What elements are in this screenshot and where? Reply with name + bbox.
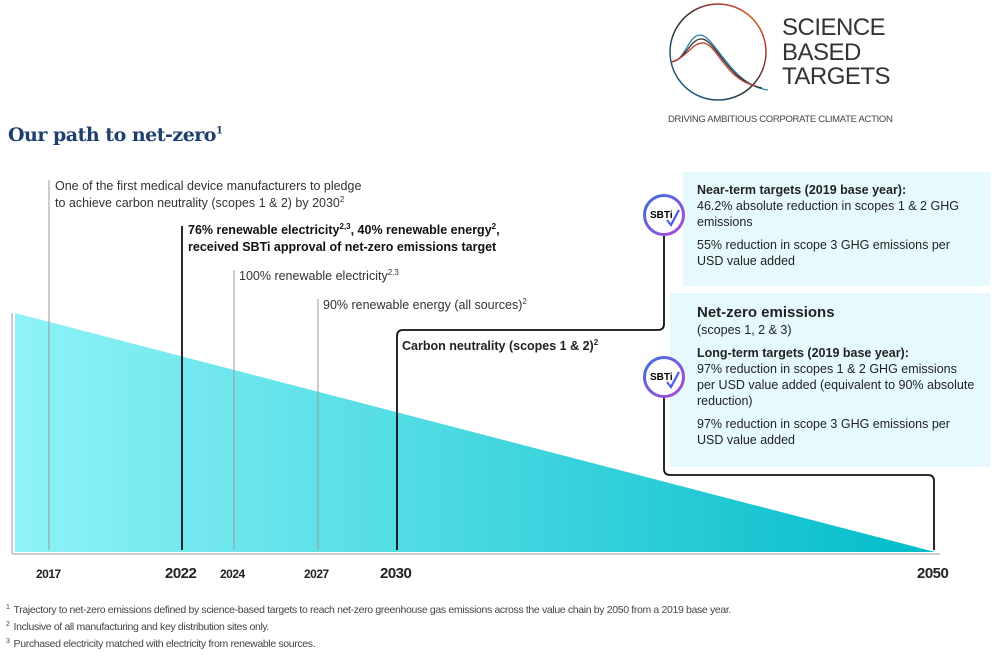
milestone-line2: to achieve carbon neutrality (scopes 1 &… xyxy=(55,196,340,210)
connector-2030 xyxy=(396,230,665,550)
footnote-ref: 2,3 xyxy=(387,267,399,277)
long-term-scope12: 97% reduction in scopes 1 & 2 GHG emissi… xyxy=(697,362,975,408)
near-term-heading: Near-term targets (2019 base year): xyxy=(697,183,907,197)
footnote-2: 2 Inclusive of all manufacturing and key … xyxy=(6,620,270,634)
footnote-number: 1 xyxy=(6,603,10,611)
milestone-part: , xyxy=(496,223,500,237)
badge-label: SBTi xyxy=(650,210,673,221)
logo-line: SCIENCE xyxy=(782,14,886,41)
near-term-scope3: 55% reduction in scope 3 GHG emissions p… xyxy=(697,238,950,268)
footnote-text: Trajectory to net-zero emissions defined… xyxy=(13,604,732,616)
milestone-text: 90% renewable energy (all sources) xyxy=(323,298,523,312)
logo-wordmark: SCIENCE BASED TARGETS xyxy=(782,14,891,90)
milestone-text: 100% renewable electricity xyxy=(239,269,388,283)
title-text: Our path to net-zero xyxy=(8,124,216,146)
page-title: Our path to net-zero1 xyxy=(8,124,223,146)
science-based-targets-logo xyxy=(669,3,769,101)
milestone-line2: received SBTi approval of net-zero emiss… xyxy=(188,240,497,254)
connector-2050 xyxy=(663,392,935,550)
net-zero-scopes: (scopes 1, 2 & 3) xyxy=(697,323,792,337)
milestone-line1: One of the first medical device manufact… xyxy=(55,179,362,193)
year-label-2017: 2017 xyxy=(36,567,61,581)
footnote-number: 3 xyxy=(6,637,10,645)
near-term-scope12: 46.2% absolute reduction in scopes 1 & 2… xyxy=(697,199,959,229)
title-footnote-ref: 1 xyxy=(215,125,223,137)
milestone-part: 76% renewable electricity xyxy=(188,223,340,237)
milestone-2022-text: 76% renewable electricity2,3, 40% renewa… xyxy=(188,222,500,256)
year-label-2022: 2022 xyxy=(165,565,197,582)
milestone-text: Carbon neutrality (scopes 1 & 2) xyxy=(402,339,594,353)
footnote-text: Inclusive of all manufacturing and key d… xyxy=(13,621,270,633)
footnote-ref: 2,3 xyxy=(339,221,351,231)
badge-label: SBTi xyxy=(650,372,673,383)
milestone-2027-text: 90% renewable energy (all sources)2 xyxy=(323,297,527,314)
logo-line: BASED xyxy=(782,38,861,66)
footnote-ref: 2 xyxy=(522,296,527,306)
footnote-number: 2 xyxy=(6,620,10,628)
footnote-3: 3 Purchased electricity matched with elec… xyxy=(6,637,316,651)
footnote-1: 1 Trajectory to net-zero emissions define… xyxy=(6,603,732,617)
milestone-2024-text: 100% renewable electricity2,3 xyxy=(239,268,399,285)
milestone-2017-text: One of the first medical device manufact… xyxy=(55,178,361,212)
sbti-check-badge-icon: SBTi xyxy=(642,355,686,399)
sbti-check-badge-icon: SBTi xyxy=(642,193,686,237)
logo-line: TARGETS xyxy=(782,63,891,90)
milestone-part: , 40% renewable energy xyxy=(350,223,492,237)
footnote-ref: 2 xyxy=(593,337,599,347)
year-label-2050: 2050 xyxy=(917,565,949,582)
milestone-2030-text: Carbon neutrality (scopes 1 & 2)2 xyxy=(402,338,598,355)
trajectory-wedge xyxy=(15,313,935,552)
footnote-ref: 2 xyxy=(339,194,345,204)
year-label-2024: 2024 xyxy=(220,567,245,581)
long-term-heading: Long-term targets (2019 base year): xyxy=(697,346,909,360)
near-term-targets-box: Near-term targets (2019 base year): 46.2… xyxy=(683,172,990,286)
year-label-2027: 2027 xyxy=(304,567,329,581)
net-zero-targets-box: Net-zero emissions (scopes 1, 2 & 3) Lon… xyxy=(670,293,990,467)
year-label-2030: 2030 xyxy=(380,565,412,582)
long-term-scope3: 97% reduction in scope 3 GHG emissions p… xyxy=(697,417,950,447)
net-zero-heading: Net-zero emissions xyxy=(697,304,835,321)
footnote-text: Purchased electricity matched with elect… xyxy=(13,638,316,650)
footnote-ref: 2 xyxy=(491,221,497,231)
logo-tagline: DRIVING AMBITIOUS CORPORATE CLIMATE ACTI… xyxy=(668,114,893,125)
